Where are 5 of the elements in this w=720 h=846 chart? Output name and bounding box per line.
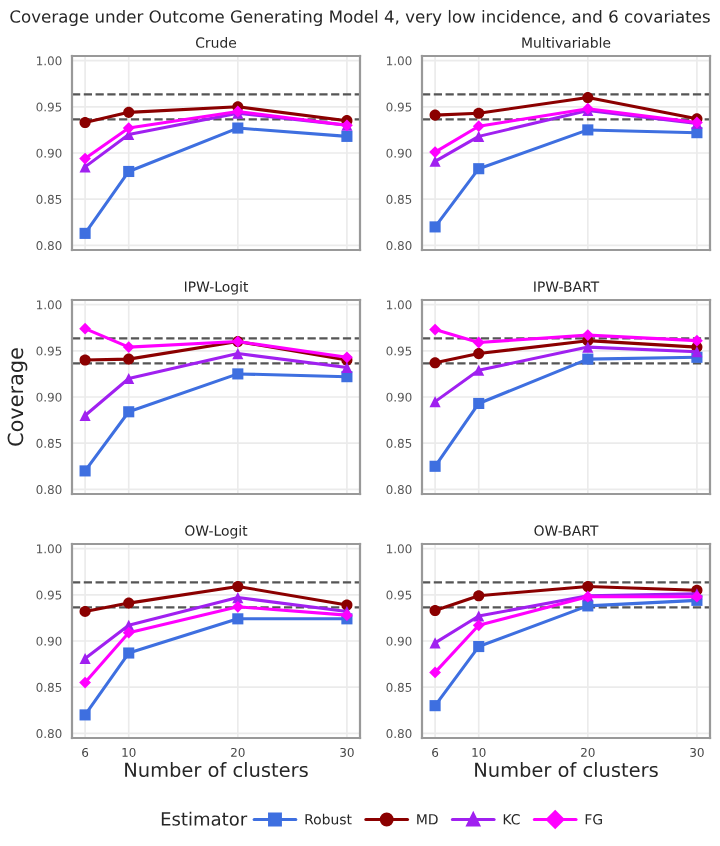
y-axis-title: Coverage bbox=[7, 348, 28, 446]
x-axis-title: Number of clusters bbox=[475, 762, 658, 778]
text: Coverage under Outcome Generating Model 4, very low incidence, and 6 covariates bbox=[10, 9, 710, 27]
legend-title: Estimator bbox=[161, 811, 248, 826]
x-axis-title: Number of clusters bbox=[125, 762, 308, 778]
